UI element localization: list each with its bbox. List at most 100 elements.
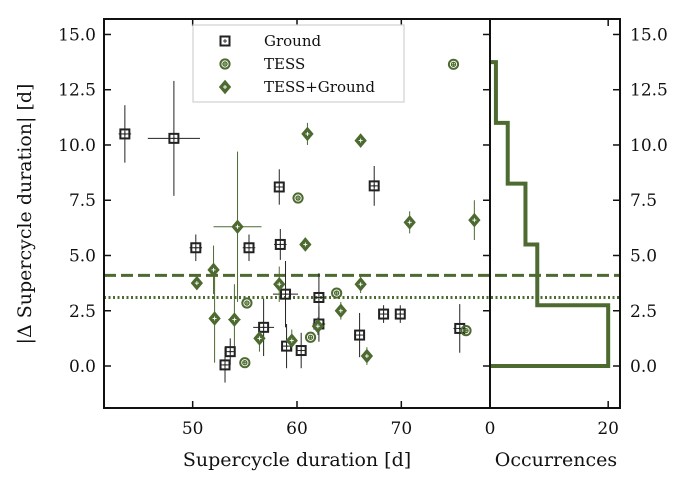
point-circle-0-inner [242, 359, 248, 366]
point-square-5 [243, 242, 255, 254]
point-square-7-shape [273, 181, 285, 193]
point-diamond-6 [273, 276, 286, 292]
main-ytick-label-0: 0.0 [69, 357, 96, 377]
point-circle-4-shape [331, 287, 343, 299]
point-circle-6 [460, 325, 472, 337]
point-square-14 [354, 329, 366, 341]
point-square-11-shape [295, 345, 307, 357]
point-square-18-shape [454, 322, 466, 334]
hist-ytick-label-5: 12.5 [630, 81, 668, 101]
point-square-16-shape [378, 308, 390, 320]
point-square-2-shape [190, 242, 202, 254]
main-ytick-label-1: 2.5 [69, 302, 96, 322]
hist-xtick-label-1: 20 [597, 419, 619, 439]
point-circle-1-inner [244, 300, 250, 306]
legend-marker-circle-shape [219, 58, 231, 70]
legend-label-ground: Ground [264, 32, 322, 50]
point-circle-4 [331, 287, 343, 299]
point-square-2 [190, 242, 202, 254]
main-ytick-label-3: 7.5 [69, 191, 96, 211]
hist-x-axis-label: Occurrences [495, 449, 617, 471]
data-markers [119, 58, 481, 371]
point-square-15-shape [368, 180, 380, 192]
point-diamond-15 [403, 215, 416, 230]
histogram-steps [490, 60, 611, 369]
point-square-3-shape [219, 359, 231, 371]
point-diamond-5 [253, 331, 266, 346]
point-circle-5 [447, 58, 460, 70]
point-square-8-shape [274, 238, 286, 250]
point-diamond-11 [334, 303, 347, 319]
point-circle-6-shape [460, 325, 472, 337]
point-square-7 [273, 181, 285, 193]
point-circle-6-inner [463, 327, 469, 334]
point-circle-1-shape [241, 297, 253, 309]
point-diamond-8 [299, 237, 312, 252]
point-circle-1 [241, 297, 253, 309]
main-ytick-label-4: 10.0 [58, 136, 96, 156]
hist-ytick-label-3: 7.5 [630, 191, 657, 211]
legend-label-tess: TESS [264, 55, 305, 73]
point-square-11 [295, 345, 307, 357]
main-xtick-label-1: 60 [286, 419, 308, 439]
legend-marker-diamond [218, 79, 232, 95]
point-square-16 [378, 308, 390, 320]
point-circle-2-inner [295, 195, 301, 201]
error-bars [118, 80, 479, 383]
legend-label-tess-ground: TESS+Ground [264, 78, 375, 96]
hist-ytick-label-4: 10.0 [630, 136, 668, 156]
hist-xtick-label-0: 0 [485, 419, 496, 439]
point-circle-2-shape [292, 192, 304, 204]
point-square-17-shape [394, 308, 406, 320]
main-ytick-label-5: 12.5 [58, 81, 96, 101]
main-xtick-label-2: 70 [391, 419, 413, 439]
point-circle-3 [304, 331, 317, 343]
hist-ytick-label-0: 0.0 [630, 357, 657, 377]
point-square-17 [394, 308, 406, 320]
legend-marker-circle [219, 58, 231, 70]
hist-ytick-label-1: 2.5 [630, 302, 657, 322]
histogram-panel [490, 60, 611, 369]
point-circle-3-inner [307, 334, 314, 340]
point-square-4 [224, 346, 236, 358]
legend-marker-square [219, 35, 231, 47]
point-square-9-shape [280, 288, 292, 300]
point-circle-3-shape [304, 331, 317, 343]
point-circle-2 [292, 192, 304, 204]
tick-marks-and-labels: 50 60 70 0.0 2.5 5.0 7.5 10.0 12.5 15.0 0 20 0.0 2.5 5… [58, 19, 668, 439]
point-square-14-shape [354, 329, 366, 341]
point-diamond-12 [354, 276, 367, 292]
point-diamond-0 [190, 275, 204, 291]
point-circle-4-inner [333, 290, 340, 296]
point-diamond-3 [231, 219, 244, 235]
point-diamond-16 [468, 212, 481, 228]
hist-axes-frame [489, 18, 621, 409]
point-diamond-14 [360, 348, 374, 364]
point-diamond-10 [311, 318, 325, 334]
main-ytick-label-2: 5.0 [69, 246, 96, 266]
point-square-1 [168, 132, 180, 144]
point-square-9 [280, 288, 292, 300]
legend: Ground TESS TESS+Ground [192, 24, 405, 103]
point-circle-0-shape [239, 357, 251, 369]
point-diamond-7 [285, 333, 298, 348]
point-square-0 [119, 128, 131, 140]
point-circle-0 [239, 357, 251, 369]
point-square-15 [368, 180, 380, 192]
main-y-axis-label: |Δ Supercycle duration| [d] [14, 84, 36, 345]
legend-marker-square-shape [219, 35, 231, 47]
point-circle-5-shape [447, 58, 460, 70]
point-square-8 [274, 238, 286, 250]
point-square-0-shape [119, 128, 131, 140]
point-circle-5-inner [450, 61, 457, 68]
point-square-6 [258, 321, 270, 333]
legend-marker-circle-inner [222, 61, 228, 67]
main-reference-lines [104, 273, 620, 299]
point-square-1-shape [168, 132, 180, 144]
point-square-6-shape [258, 321, 270, 333]
hist-ytick-label-2: 5.0 [630, 246, 657, 266]
main-xtick-label-0: 50 [182, 419, 204, 439]
point-diamond-9 [301, 126, 314, 142]
